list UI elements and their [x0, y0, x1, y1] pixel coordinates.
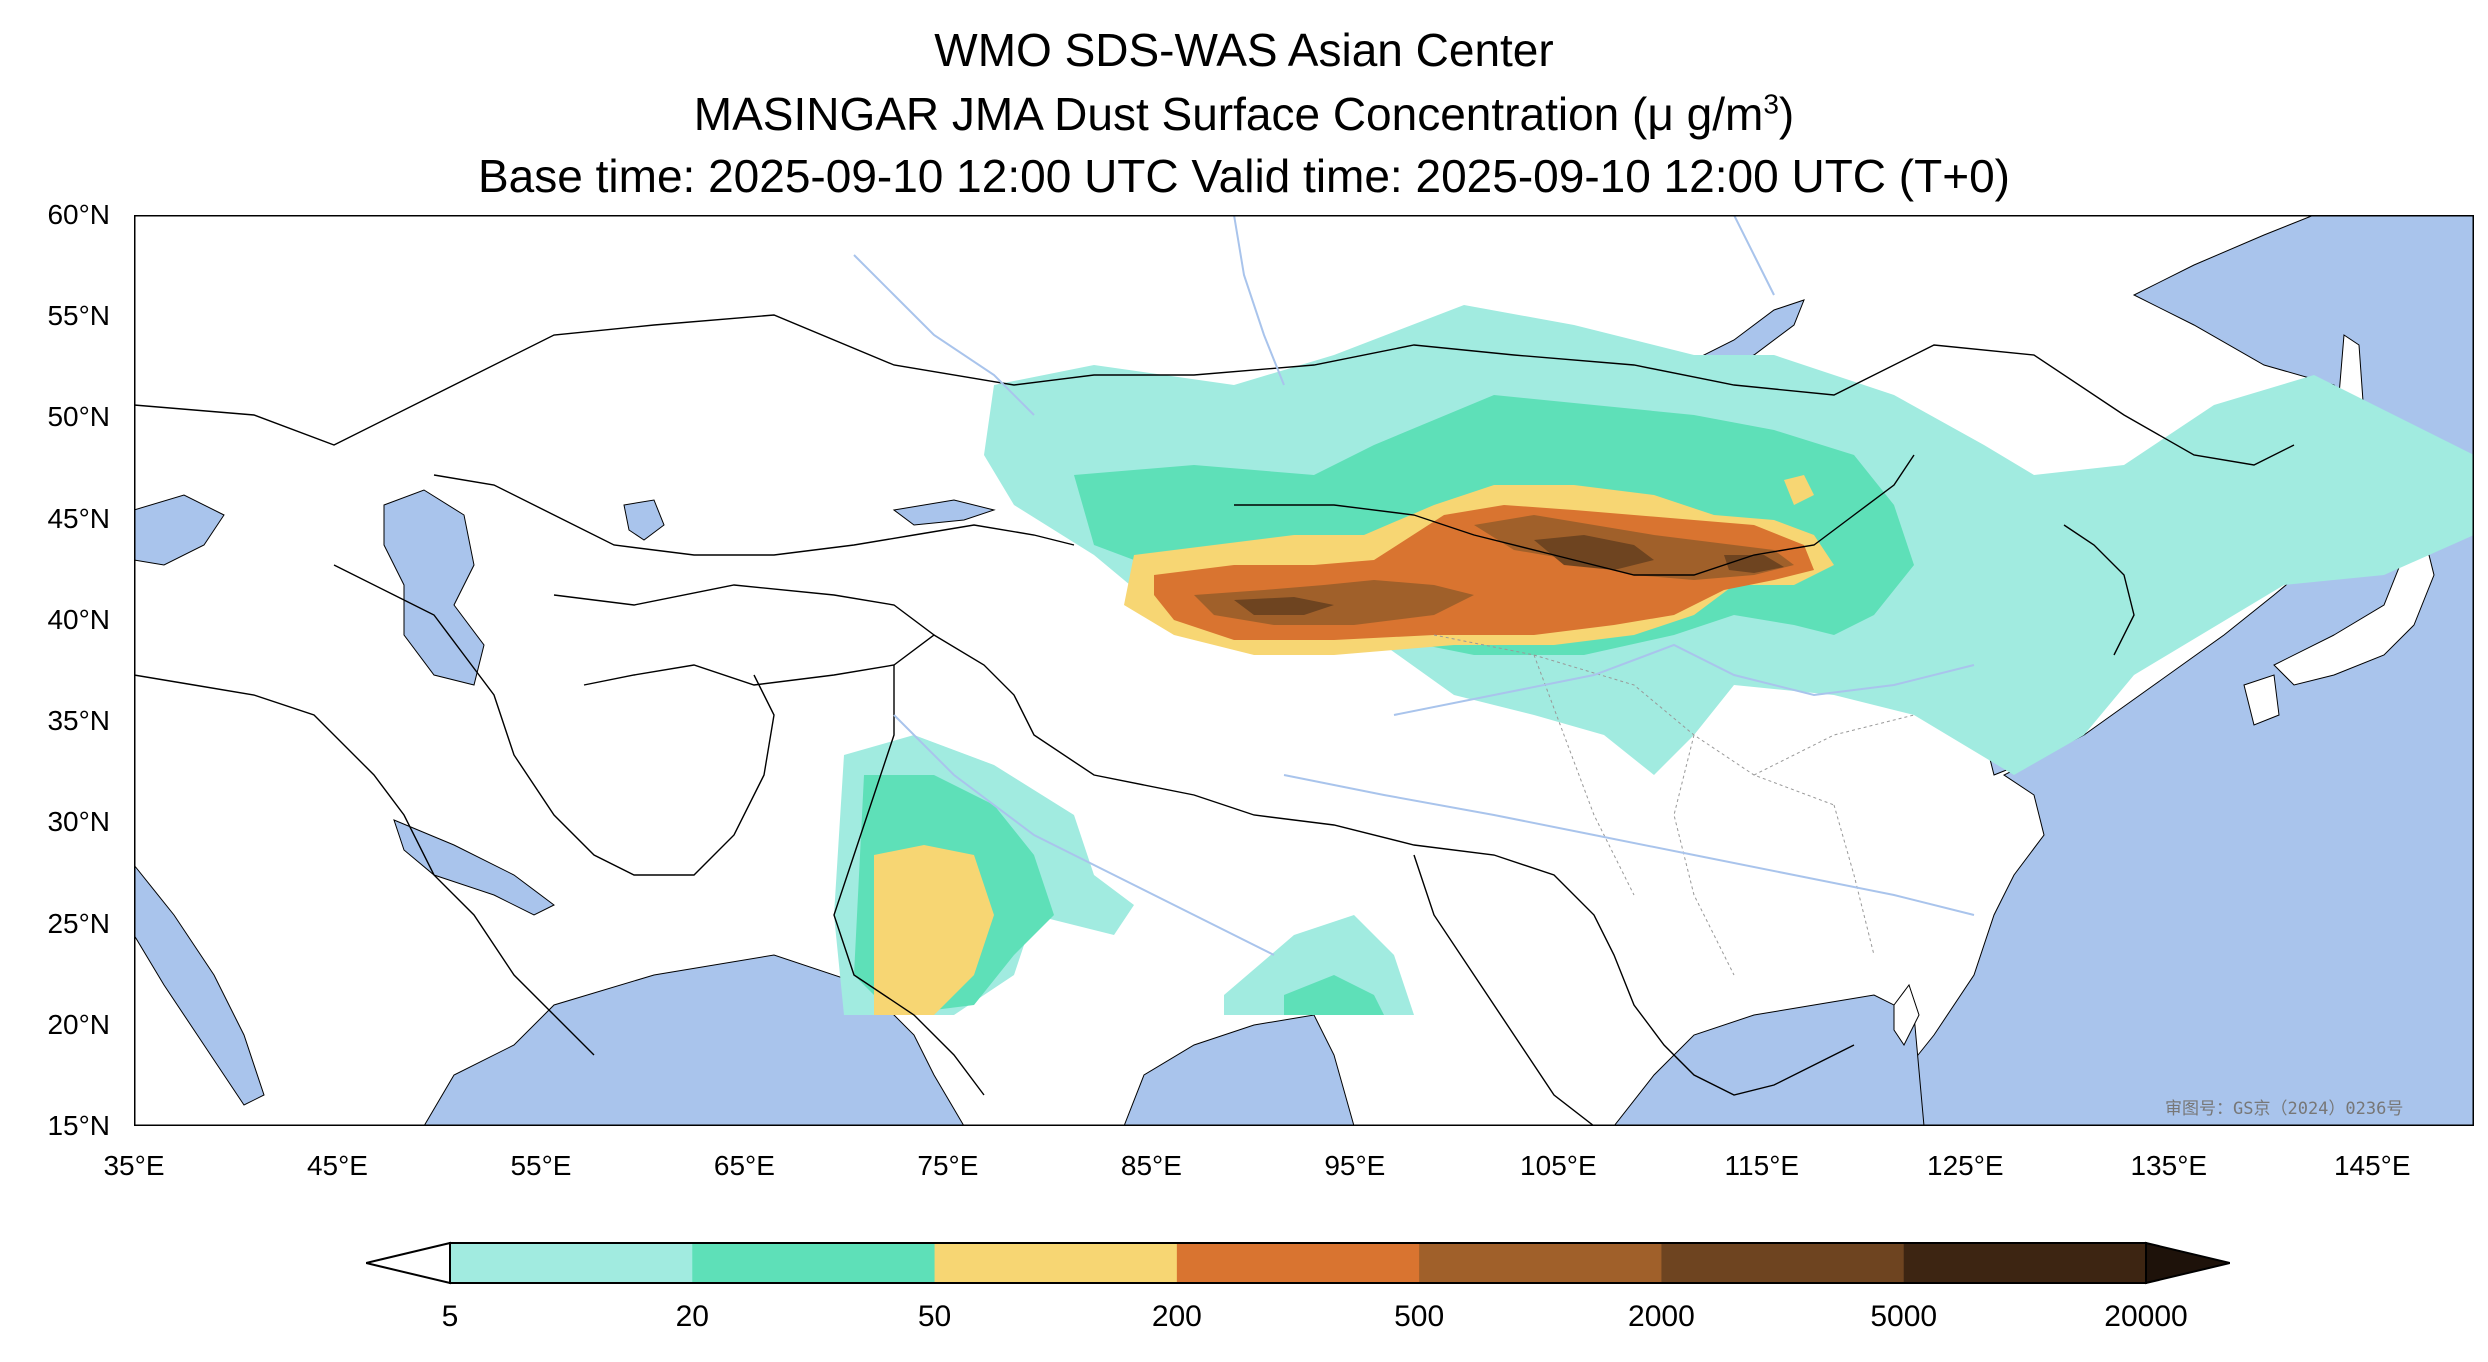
border-arabia: [134, 674, 595, 1056]
border-russia-south: [134, 314, 2295, 466]
black-sea: [134, 494, 225, 566]
dust-level-50-south: [874, 845, 994, 1015]
border-central-asia: [553, 584, 936, 686]
lon-tick-label: 55°E: [510, 1150, 572, 1181]
colorbar-tick-label: 5000: [1870, 1300, 1938, 1333]
colorbar-tick-label: 200: [1151, 1300, 1202, 1333]
lat-tick-label: 45°N: [47, 502, 110, 534]
lon-tick-label: 105°E: [1520, 1150, 1597, 1181]
lat-tick-label: 30°N: [47, 806, 110, 838]
border-india-pakistan: [833, 665, 985, 1096]
river-lena: [1733, 215, 1775, 296]
taiwan: [1893, 983, 1920, 1046]
lon-tick-label: 115°E: [1724, 1150, 1800, 1181]
dust-level-50-northeast: [1784, 475, 1814, 505]
arabian-sea: [423, 954, 965, 1126]
title-line-3: Base time: 2025-09-10 12:00 UTC Valid ti…: [478, 150, 2010, 202]
colorbar-frame: [449, 1242, 2147, 1284]
border-southeast-asia: [1413, 854, 1595, 1126]
border-kazakhstan: [433, 474, 1075, 556]
colorbar-tick-label: 500: [1394, 1300, 1445, 1333]
pacific-ocean: [1893, 215, 2474, 1126]
south-china-sea: [1613, 994, 1925, 1126]
colorbar-tick-label: 5: [441, 1300, 459, 1333]
lat-tick-label: 15°N: [47, 1110, 110, 1141]
dust-concentration-map: [134, 215, 2474, 1126]
lon-tick-label: 95°E: [1324, 1150, 1386, 1181]
dust-level-2000-west: [1234, 597, 1334, 615]
title-line-1: WMO SDS-WAS Asian Center: [934, 24, 1554, 76]
lon-tick-label: 145°E: [2333, 1150, 2411, 1181]
colorbar-tick-label: 20: [675, 1300, 709, 1333]
river-yenisei: [1233, 215, 1285, 386]
colorbar-segment: [1176, 1243, 1420, 1283]
colorbar-segment: [1661, 1243, 1905, 1283]
dust-level-2000: [1534, 535, 1654, 570]
dust-level-5-bengal: [1224, 915, 1414, 1015]
colorbar-segment: [934, 1243, 1178, 1283]
river-indus-ganges: [893, 714, 1275, 956]
aral-sea: [623, 499, 665, 541]
colorbar-segment: [692, 1243, 936, 1283]
colorbar-tick-label: 2000: [1628, 1300, 1695, 1333]
colorbar-tick-label: 50: [917, 1300, 952, 1333]
border-korea: [2063, 524, 2135, 656]
japan-honshu: [2273, 534, 2435, 686]
lon-tick-label: 85°E: [1120, 1150, 1182, 1181]
lat-tick-label: 60°N: [47, 199, 110, 230]
caspian-sea: [383, 489, 485, 686]
dust-contours: [834, 305, 2474, 1015]
lon-tick-label: 125°E: [1927, 1150, 2004, 1181]
border-iran: [333, 564, 775, 876]
lat-tick-label: 50°N: [47, 401, 110, 433]
colorbar-extend-low: [366, 1241, 451, 1285]
lon-tick-label: 65°E: [713, 1150, 775, 1181]
lat-tick-label: 25°N: [47, 907, 110, 939]
bay-of-bengal: [1123, 1014, 1355, 1126]
dust-level-20-bengal: [1284, 975, 1384, 1015]
title-line-2-text: MASINGAR JMA Dust Surface Concentration …: [693, 88, 1764, 140]
province-borders: [1433, 634, 1915, 976]
title-line-2: MASINGAR JMA Dust Surface Concentration …: [0, 84, 2488, 144]
border-china-west: [933, 634, 1855, 1096]
lat-tick-label: 55°N: [47, 300, 110, 332]
river-ob: [853, 254, 1035, 416]
lat-tick-label: 35°N: [47, 705, 110, 737]
river-yellow: [1393, 643, 1975, 716]
lat-tick-label: 20°N: [47, 1008, 110, 1040]
lat-tick-label: 40°N: [47, 603, 110, 635]
lake-balkhash: [892, 499, 996, 526]
persian-gulf: [393, 819, 555, 916]
colorbar-segment: [450, 1243, 693, 1283]
japan-kyushu: [2243, 674, 2280, 726]
colorbar-segment: [1903, 1243, 2147, 1283]
river-yangtze: [1283, 774, 1975, 916]
lon-tick-label: 45°E: [306, 1150, 368, 1181]
colorbar: [366, 1241, 2230, 1285]
colorbar-tick-label: 20000: [2104, 1300, 2188, 1333]
map-frame: [134, 215, 2474, 1126]
title-superscript: 3: [1763, 88, 1779, 120]
red-sea: [134, 864, 265, 1106]
colorbar-extend-high: [2145, 1241, 2230, 1285]
title-line-2-close: ): [1778, 88, 1795, 140]
lon-tick-label: 35°E: [103, 1150, 165, 1181]
colorbar-segment: [1419, 1243, 1662, 1283]
map-approval-watermark: 审图号：GS京（2024）0236号: [2165, 1099, 2404, 1119]
border-mongolia: [1234, 454, 1915, 576]
lon-tick-label: 75°E: [917, 1150, 979, 1181]
lon-tick-label: 135°E: [2130, 1150, 2208, 1181]
